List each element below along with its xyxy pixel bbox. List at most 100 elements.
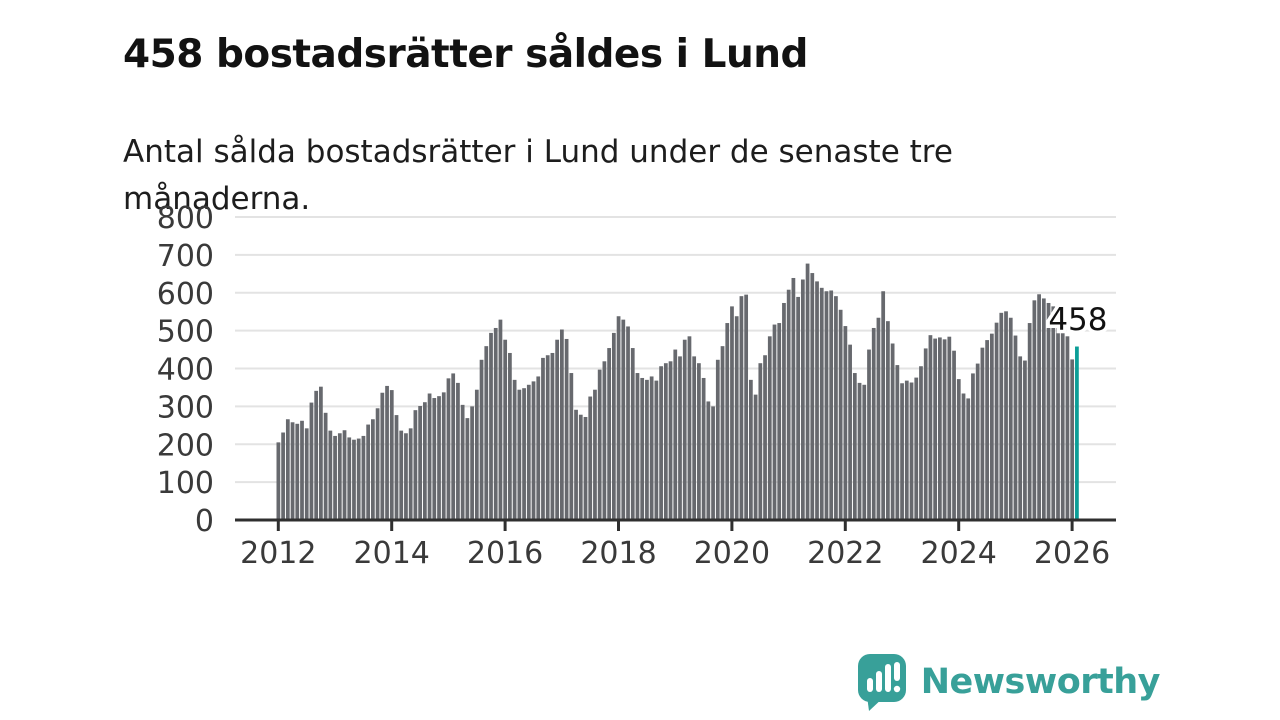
bar	[517, 389, 522, 520]
bar	[895, 365, 900, 520]
bar	[815, 281, 819, 520]
bar	[886, 321, 890, 520]
bar	[881, 291, 886, 520]
bar	[1070, 359, 1075, 520]
bar	[862, 384, 867, 520]
bar	[739, 296, 744, 520]
bar	[961, 393, 966, 520]
bar	[276, 442, 281, 520]
bar	[323, 412, 328, 520]
bar	[796, 296, 800, 520]
bar	[522, 388, 526, 520]
bar	[1032, 300, 1037, 520]
x-axis-tick-label: 2022	[807, 536, 883, 571]
bar	[890, 343, 895, 520]
bar	[914, 377, 919, 520]
bar	[1027, 323, 1032, 520]
x-axis-tick-label: 2014	[354, 536, 430, 571]
bar	[706, 401, 711, 520]
bar	[380, 392, 385, 520]
bar	[597, 369, 602, 520]
bar	[460, 404, 465, 520]
bar	[767, 336, 772, 520]
bar	[470, 406, 474, 521]
y-axis-tick-label: 800	[157, 201, 214, 236]
bar	[611, 332, 616, 520]
bar	[786, 289, 791, 520]
bar	[569, 373, 574, 520]
brand-name: Newsworthy	[920, 662, 1161, 702]
bar	[919, 366, 923, 520]
bar	[772, 324, 777, 520]
highlight-bar	[1075, 346, 1079, 520]
bar	[422, 402, 427, 520]
bar	[782, 302, 786, 520]
bar	[635, 373, 640, 520]
bar	[413, 410, 418, 520]
bar	[536, 376, 541, 520]
bar	[1056, 310, 1060, 520]
x-axis-tick-label: 2026	[1034, 536, 1110, 571]
bar	[730, 306, 734, 520]
bar	[687, 336, 692, 520]
bar	[1060, 328, 1065, 520]
bar	[640, 377, 645, 520]
bar	[1013, 335, 1018, 520]
bar	[574, 409, 578, 520]
bar	[682, 339, 687, 520]
bar	[678, 356, 682, 520]
bar	[900, 383, 904, 520]
bar	[852, 373, 857, 520]
x-axis-tick-label: 2016	[467, 536, 543, 571]
bar	[432, 398, 437, 520]
bar	[498, 319, 503, 520]
bar	[456, 382, 460, 520]
bar	[545, 355, 550, 520]
bar	[328, 430, 333, 520]
bar	[607, 348, 611, 520]
bar	[824, 291, 829, 520]
bar	[451, 373, 456, 520]
bar	[971, 373, 975, 520]
bar	[663, 363, 668, 520]
bar	[777, 323, 782, 520]
bar	[810, 273, 815, 520]
bar	[989, 333, 994, 520]
x-axis-tick-label: 2012	[240, 536, 316, 571]
bar	[692, 356, 697, 520]
bar	[763, 355, 767, 520]
bar	[966, 398, 971, 520]
bar	[1051, 306, 1056, 520]
y-axis-tick-label: 200	[157, 428, 214, 463]
bar	[352, 439, 356, 520]
bar	[394, 415, 399, 520]
bar	[347, 437, 352, 520]
bar	[371, 419, 375, 520]
x-axis-tick-label: 2018	[580, 536, 656, 571]
bar	[715, 359, 720, 520]
bar	[366, 424, 371, 520]
bar	[928, 335, 933, 520]
page-title: 458 bostadsrätter såldes i Lund	[123, 32, 808, 78]
y-axis-tick-label: 100	[157, 466, 214, 501]
bar	[630, 348, 635, 520]
bar	[389, 390, 394, 520]
bar	[578, 414, 583, 520]
bar	[300, 420, 304, 520]
bar	[285, 419, 290, 520]
bar	[493, 327, 498, 520]
bar	[999, 312, 1004, 520]
bar	[952, 350, 956, 520]
bar	[848, 344, 852, 520]
bar	[602, 361, 607, 520]
bar	[309, 402, 314, 520]
bar	[805, 263, 810, 520]
y-axis-tick-label: 300	[157, 390, 214, 425]
bar	[290, 422, 295, 520]
bar	[673, 349, 678, 520]
chart-subtitle: Antal sålda bostadsrätter i Lund under d…	[123, 134, 953, 217]
bar	[484, 346, 489, 520]
bar	[446, 378, 451, 520]
bar	[909, 382, 914, 520]
bar	[725, 323, 730, 520]
